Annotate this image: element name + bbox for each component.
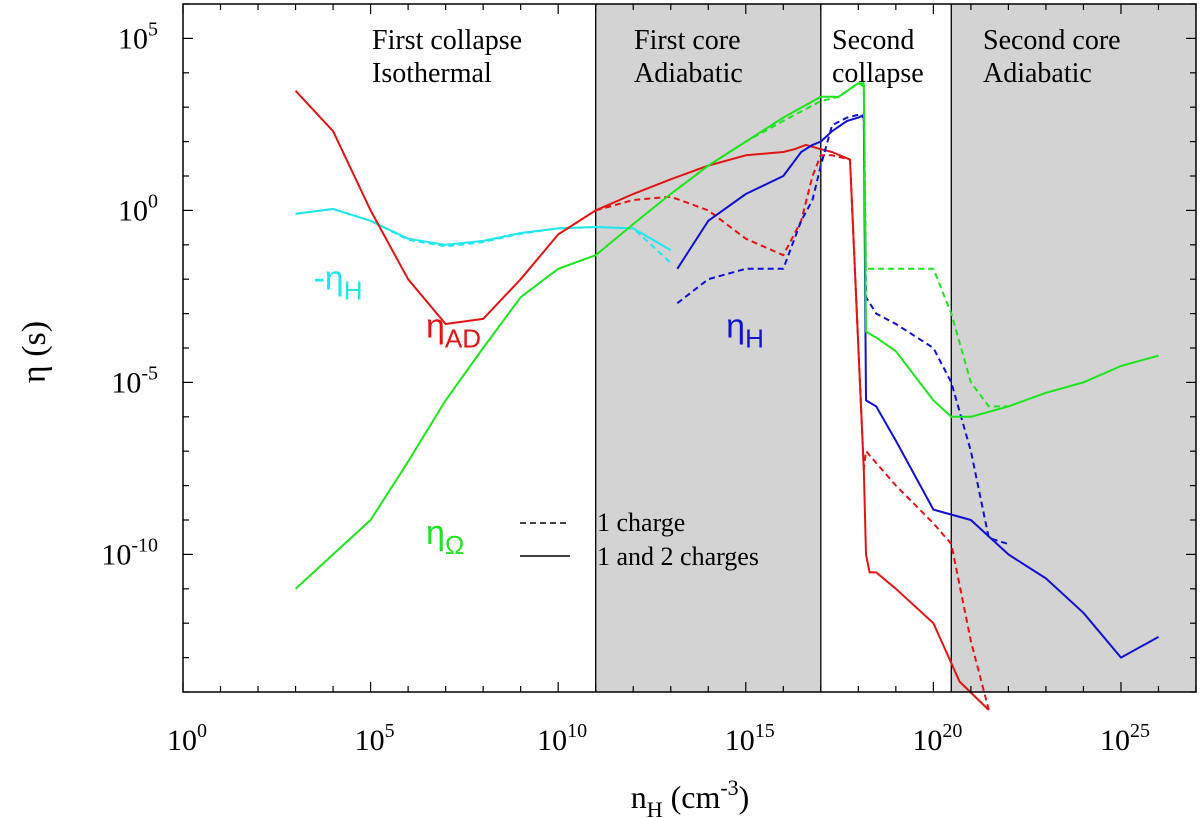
curve-label-eta_H-main: η <box>726 308 745 346</box>
x-tick-label-2: 1010 <box>537 720 587 757</box>
series-line-7 <box>670 82 1009 408</box>
x-tick-label-0-exp: 0 <box>197 720 207 742</box>
curve-label-eta_AD: ηAD <box>426 308 481 354</box>
series-line-2 <box>294 90 990 711</box>
region-title-first-core-line1: First core <box>634 25 741 56</box>
curve-label-eta_H-sub: H <box>745 324 764 354</box>
region-shade-1 <box>595 4 821 692</box>
x-tick-label-4-base: 10 <box>912 724 942 757</box>
series-line-5 <box>676 113 1009 545</box>
x-tick-label-3: 1015 <box>725 720 775 757</box>
x-tick-label-3-base: 10 <box>725 724 755 757</box>
y-tick-label-0-exp: 5 <box>148 18 158 40</box>
x-axis-label-part-4: ) <box>739 779 750 815</box>
y-tick-label-3-exp: -10 <box>131 534 158 556</box>
x-tick-label-1-base: 10 <box>355 724 385 757</box>
x-tick-label-1-exp: 5 <box>385 720 395 742</box>
curve-label-minus_eta_H: -ηH <box>313 260 362 306</box>
region-title-first-core-line2: Adiabatic <box>634 58 743 89</box>
curve-label-eta_Omega: ηΩ <box>426 514 464 560</box>
legend-solid-label: 1 and 2 charges <box>597 542 759 571</box>
curve-label-minus_eta_H-main: -η <box>313 260 343 298</box>
region-title-first-collapse-line2: Isothermal <box>372 58 492 89</box>
region-title-second-collapse-line1: Second <box>832 25 914 56</box>
series-layer <box>294 82 1159 711</box>
x-axis-label-part-3: -3 <box>720 775 738 800</box>
x-tick-label-2-base: 10 <box>537 724 567 757</box>
y-tick-label-0: 105 <box>118 18 158 55</box>
series-line-3 <box>595 154 990 711</box>
series-line-6 <box>294 82 1159 590</box>
x-axis-label: nH (cm-3) <box>631 775 750 818</box>
y-tick-label-2-base: 10 <box>111 366 141 399</box>
x-tick-label-4-exp: 20 <box>942 720 962 742</box>
region-title-second-collapse-line2: collapse <box>832 58 924 89</box>
x-tick-label-4: 1020 <box>912 720 962 757</box>
curve-label-eta_AD-main: η <box>426 308 445 346</box>
frame-layer <box>182 3 1197 693</box>
x-axis-label-part-0: n <box>631 779 647 815</box>
region-title-second-core-line2: Adiabatic <box>983 58 1092 89</box>
x-tick-label-1: 105 <box>355 720 395 757</box>
region-shade-3 <box>951 4 1196 692</box>
y-axis-label: η (s) <box>16 321 53 383</box>
x-axis-label-part-1: H <box>647 797 663 818</box>
y-tick-label-3: 10-10 <box>101 534 158 571</box>
text-layer: 100 105 1010 1015 1020 102510510010-510-10nH … <box>16 18 1150 818</box>
series-line-1 <box>295 208 672 264</box>
y-tick-label-1-exp: 0 <box>148 190 158 212</box>
y-tick-label-1: 100 <box>118 190 158 227</box>
y-tick-label-2-exp: -5 <box>141 362 158 384</box>
y-tick-label-3-base: 10 <box>101 538 131 571</box>
y-tick-label-2: 10-5 <box>111 362 158 399</box>
x-tick-label-5-base: 10 <box>1100 724 1130 757</box>
curve-label-eta_AD-sub: AD <box>445 324 481 354</box>
region-title-first-collapse-line1: First collapse <box>372 25 522 56</box>
curve-label-eta_H: ηH <box>726 308 764 354</box>
curve-label-eta_Omega-main: η <box>426 514 445 552</box>
x-tick-label-5: 1025 <box>1100 720 1150 757</box>
x-tick-label-0-base: 10 <box>167 724 197 757</box>
x-tick-label-0: 100 <box>167 720 207 757</box>
x-tick-label-2-exp: 10 <box>567 720 587 742</box>
legend-dashed-label: 1 charge <box>597 508 685 537</box>
x-tick-label-5-exp: 25 <box>1130 720 1150 742</box>
x-axis-label-part-2: (cm <box>663 779 721 815</box>
curve-label-minus_eta_H-sub: H <box>344 276 363 306</box>
curve-label-eta_Omega-sub: Ω <box>445 530 464 560</box>
region-title-second-core-line1: Second core <box>983 25 1121 56</box>
x-tick-label-3-exp: 15 <box>755 720 775 742</box>
y-tick-label-1-base: 10 <box>118 194 148 227</box>
y-tick-label-0-base: 10 <box>118 22 148 55</box>
